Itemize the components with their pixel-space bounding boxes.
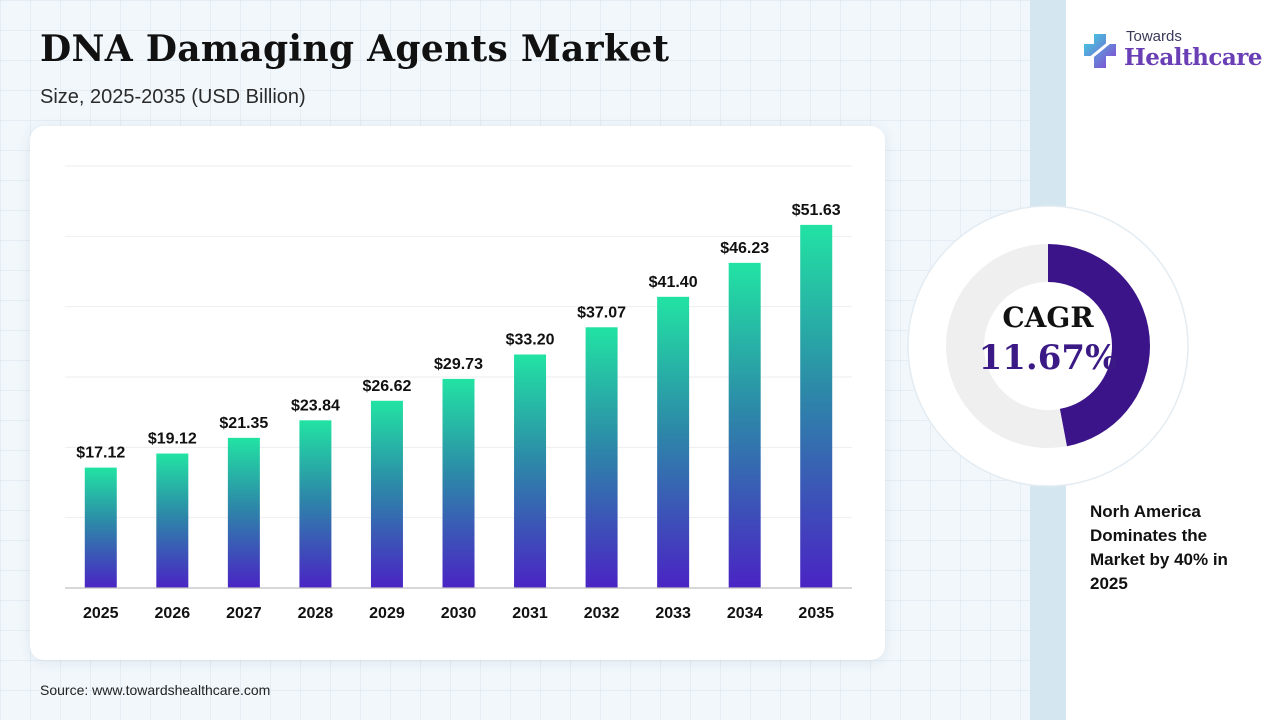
bar-value-label: $19.12: [148, 431, 197, 448]
bars: $17.12 2025 $19.12 2026 $21.35 2027 $23.84 2028…: [76, 202, 840, 622]
bar-2032: [585, 327, 618, 588]
bar-2034: [728, 262, 761, 588]
x-tick-label: 2027: [226, 605, 262, 622]
x-tick-label: 2028: [298, 605, 334, 622]
cagr-donut: [907, 205, 1189, 487]
towards-healthcare-logo: Towards Healthcare: [1080, 28, 1270, 78]
region-note: Norh America Dominates the Market by 40%…: [1090, 502, 1228, 593]
medical-cross-icon: [1084, 34, 1116, 68]
source-text: Source: www.towardshealthcare.com: [40, 682, 271, 698]
bar-2033: [657, 296, 690, 588]
bar-2030: [442, 378, 475, 588]
bar-value-label: $33.20: [506, 331, 555, 348]
cagr-text: CAGR 11.67%: [948, 300, 1148, 380]
x-tick-label: 2032: [584, 605, 620, 622]
bar-value-label: $21.35: [219, 415, 268, 432]
x-tick-label: 2030: [441, 605, 477, 622]
chart-card: $17.12 2025 $19.12 2026 $21.35 2027 $23.84 2028…: [30, 126, 885, 660]
x-tick-label: 2025: [83, 605, 119, 622]
grid-lines: [65, 165, 852, 519]
x-tick-label: 2026: [155, 605, 191, 622]
x-tick-label: 2035: [798, 605, 834, 622]
bar-2029: [370, 400, 403, 588]
cagr-ring-fill: [946, 244, 1150, 448]
page-subtitle: Size, 2025-2035 (USD Billion): [40, 86, 306, 108]
bar-value-label: $51.63: [792, 202, 841, 219]
bar-value-label: $23.84: [291, 397, 340, 414]
x-tick-label: 2031: [512, 605, 548, 622]
bar-value-label: $37.07: [577, 304, 626, 321]
bar-chart: $17.12 2025 $19.12 2026 $21.35 2027 $23.84 2028…: [65, 165, 852, 622]
cagr-label: CAGR: [1002, 301, 1094, 334]
bar-2025: [84, 467, 117, 588]
bar-2028: [299, 420, 332, 588]
bar-2031: [514, 354, 547, 588]
page-title: DNA Damaging Agents Market: [40, 28, 670, 70]
logo-top-text: Towards: [1126, 28, 1182, 45]
cagr-value: 11.67%: [978, 338, 1118, 378]
logo-brand-text: Healthcare: [1124, 44, 1263, 71]
bar-value-label: $26.62: [362, 378, 411, 395]
bar-value-label: $46.23: [720, 240, 769, 257]
bar-2027: [227, 437, 260, 588]
bar-value-label: $17.12: [76, 445, 125, 462]
x-tick-label: 2029: [369, 605, 405, 622]
bar-2026: [156, 453, 189, 588]
bar-value-label: $41.40: [649, 274, 698, 291]
bar-value-label: $29.73: [434, 356, 483, 373]
x-tick-label: 2034: [727, 605, 763, 622]
bar-2035: [800, 224, 833, 588]
x-tick-label: 2033: [655, 605, 691, 622]
